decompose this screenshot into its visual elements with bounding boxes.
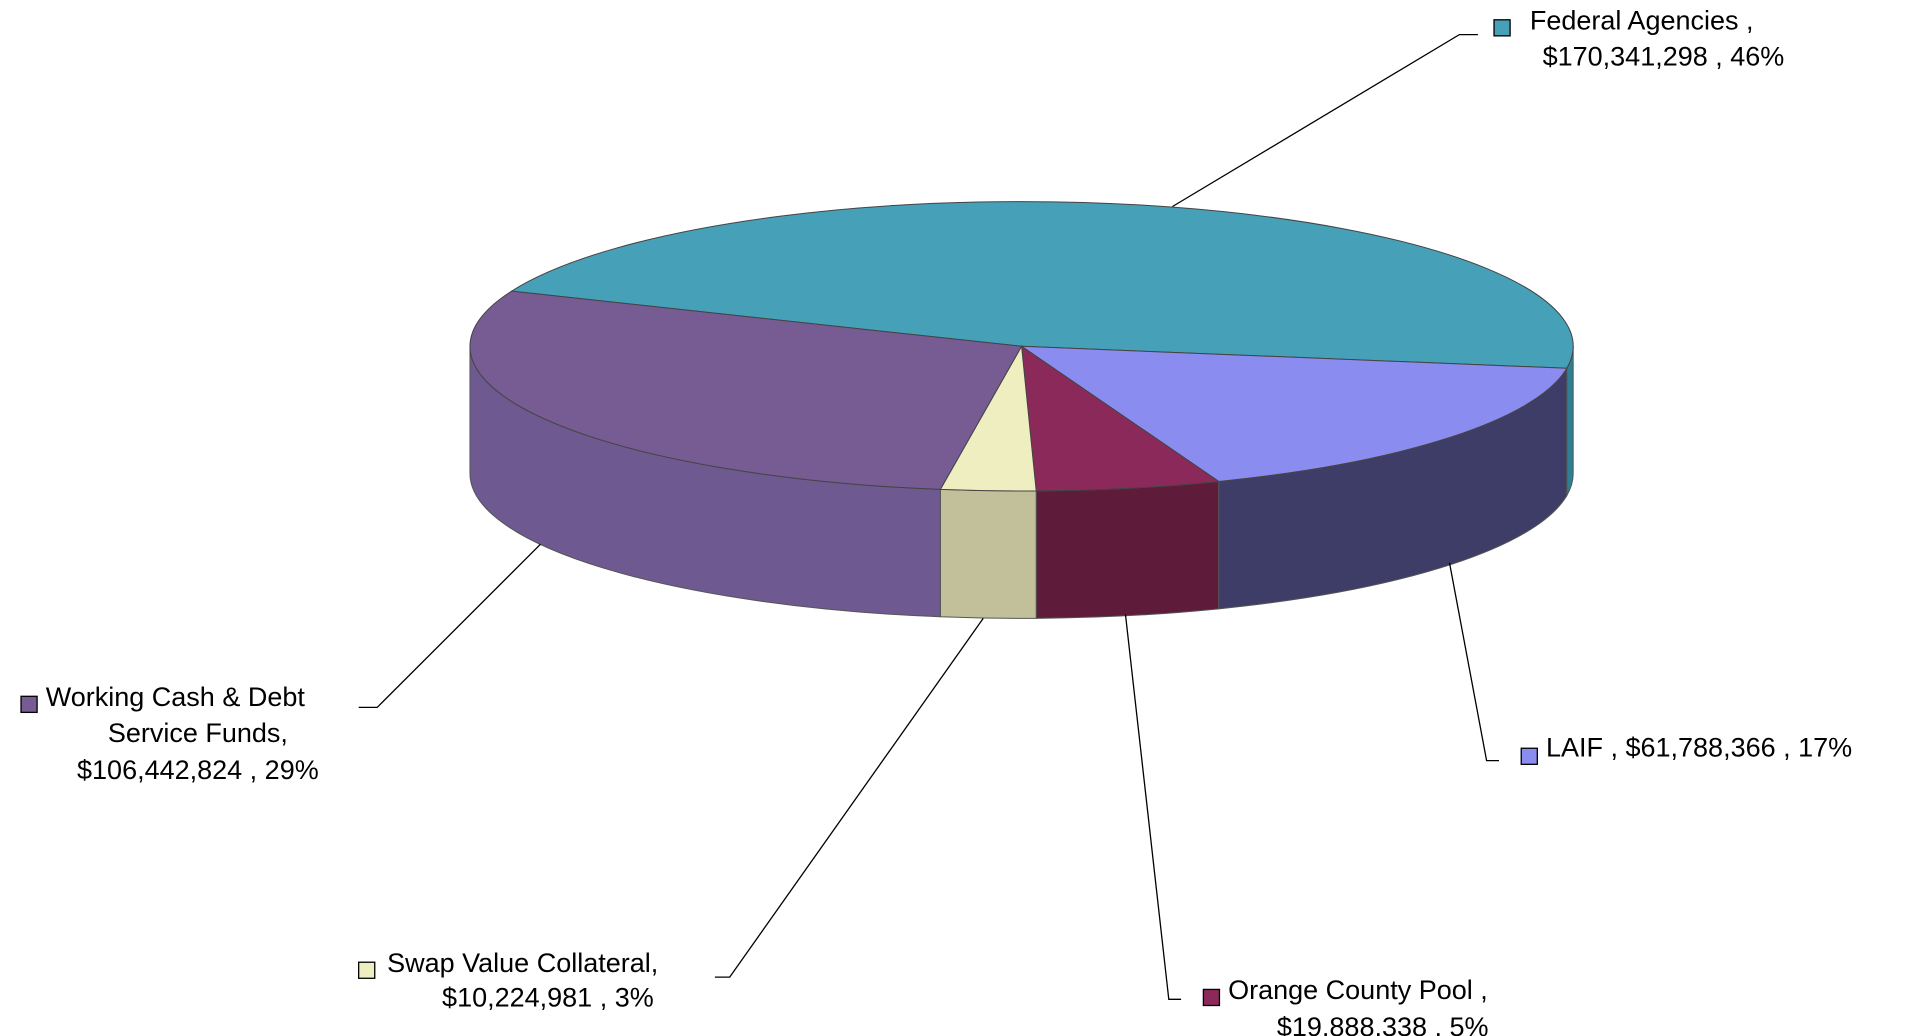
leader-line bbox=[1124, 614, 1182, 1000]
leader-line bbox=[1172, 33, 1478, 208]
slice-side bbox=[1035, 480, 1220, 619]
slice-side bbox=[1566, 346, 1574, 498]
data-label: LAIF , $61,788,366 , 17% bbox=[1546, 733, 1852, 763]
data-label: Orange County Pool , bbox=[1228, 975, 1488, 1005]
legend-marker bbox=[20, 695, 38, 714]
slice bbox=[469, 290, 1023, 490]
slice bbox=[510, 201, 1574, 369]
legend-marker bbox=[1520, 747, 1538, 765]
leader-line bbox=[714, 618, 984, 978]
data-label: $19,888,338 , 5% bbox=[1277, 1012, 1489, 1036]
data-label: $106,442,824 , 29% bbox=[77, 755, 319, 785]
legend-marker bbox=[1202, 988, 1221, 1007]
leader-line bbox=[1448, 562, 1499, 762]
slice-side bbox=[939, 488, 1037, 619]
data-label: Service Funds, bbox=[108, 718, 288, 748]
legend-marker bbox=[1493, 19, 1511, 37]
slice bbox=[1019, 345, 1568, 482]
data-label: $170,341,298 , 46% bbox=[1543, 41, 1785, 71]
data-label: Working Cash & Debt bbox=[46, 682, 306, 712]
data-label: Swap Value Collateral, bbox=[387, 948, 658, 978]
slice bbox=[1020, 345, 1221, 492]
legend-marker bbox=[358, 961, 376, 979]
data-label: Federal Agencies , bbox=[1530, 5, 1754, 35]
leader-line bbox=[358, 543, 541, 709]
data-label: $10,224,981 , 3% bbox=[442, 982, 654, 1012]
